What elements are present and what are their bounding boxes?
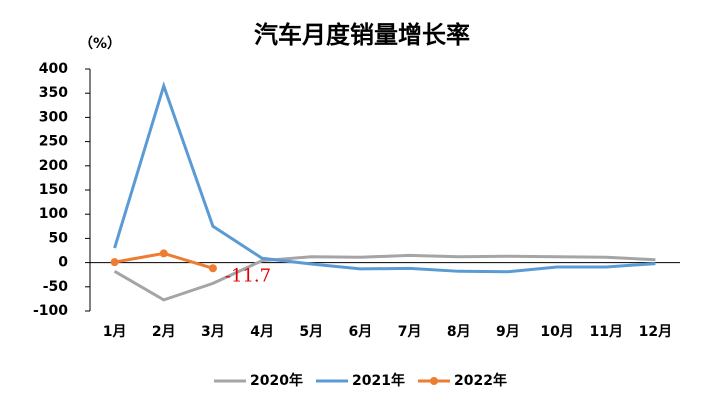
y-tick-label: 0 bbox=[58, 255, 68, 271]
point bbox=[159, 249, 168, 258]
x-tick-label: 9月 bbox=[496, 324, 520, 340]
y-tick-label: 350 bbox=[39, 85, 68, 101]
series-line bbox=[113, 253, 656, 302]
y-tick-label: 300 bbox=[39, 109, 68, 125]
point bbox=[110, 258, 119, 267]
y-tick-label: -50 bbox=[43, 279, 69, 295]
y-tick-label: 150 bbox=[39, 182, 68, 198]
y-tick-label: -100 bbox=[33, 303, 68, 319]
x-tick-label: 12月 bbox=[639, 324, 672, 340]
x-tick-label: 2月 bbox=[152, 324, 176, 340]
legend-label: 2020年 bbox=[250, 372, 303, 389]
x-tick-label: 7月 bbox=[398, 324, 422, 340]
y-tick-label: 50 bbox=[49, 230, 69, 246]
y-tick-label: 400 bbox=[39, 61, 68, 77]
x-tick-label: 5月 bbox=[299, 324, 323, 340]
y-tick-label: 100 bbox=[39, 206, 68, 222]
data-label: -11.7 bbox=[225, 265, 271, 286]
legend-label: 2021年 bbox=[352, 372, 405, 389]
x-tick-label: 10月 bbox=[540, 324, 573, 340]
point bbox=[208, 264, 217, 273]
y-axis-label: （%） bbox=[79, 36, 121, 52]
series-line bbox=[113, 81, 656, 274]
x-tick-label: 4月 bbox=[250, 324, 274, 340]
y-tick-label: 250 bbox=[39, 134, 68, 150]
x-tick-label: 1月 bbox=[103, 324, 127, 340]
legend-label: 2022年 bbox=[454, 372, 507, 389]
x-tick-label: 6月 bbox=[349, 324, 373, 340]
chart-title: 汽车月度销量增长率 bbox=[254, 21, 470, 49]
x-tick-label: 8月 bbox=[447, 324, 471, 340]
x-tick-label: 3月 bbox=[201, 324, 225, 340]
legend-marker bbox=[430, 377, 438, 385]
x-tick-label: 11月 bbox=[590, 324, 623, 340]
y-tick-label: 200 bbox=[39, 158, 68, 174]
